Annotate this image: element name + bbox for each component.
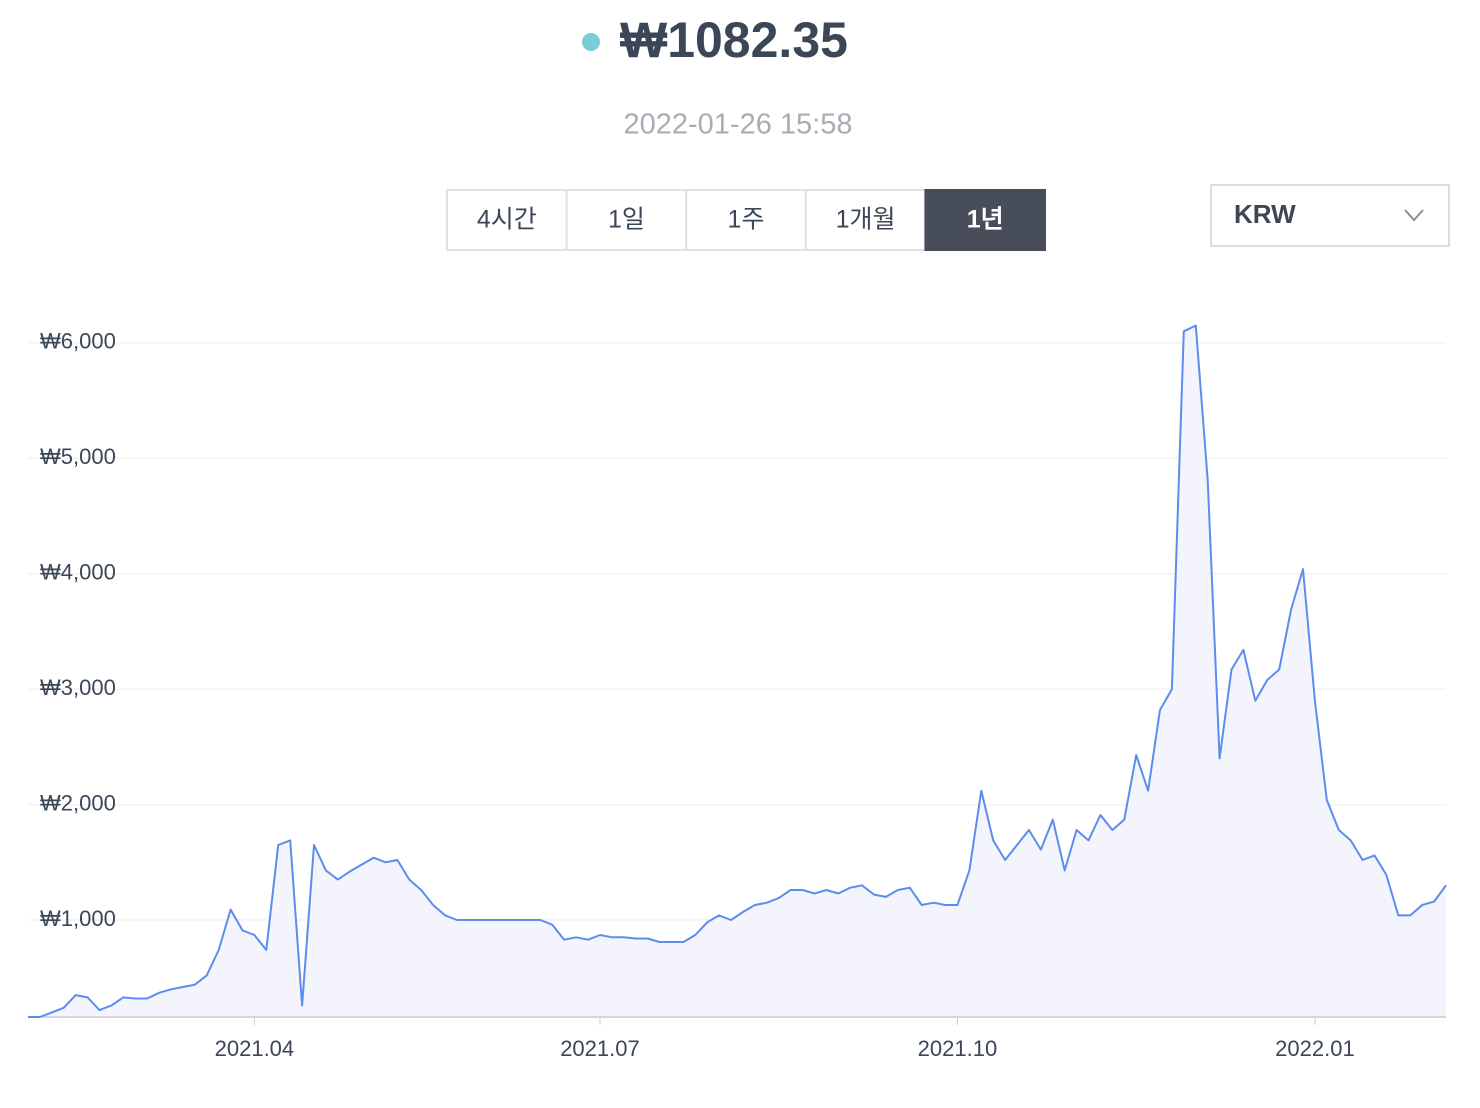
x-tick-label: 2021.04 [215,1036,295,1061]
timestamp: 2022-01-26 15:58 [624,109,853,141]
area [28,325,1446,1017]
tab-button[interactable] [924,189,1047,251]
tab-button[interactable] [446,189,568,251]
tab-label: 1주 [728,206,765,234]
tab-group: 4시간 1일 1주 1개월 1년 [446,189,1047,251]
tab-label: 1년 [967,206,1004,234]
x-tick-label: 2022.01 [1275,1036,1355,1061]
plot: ₩1,000 ₩2,000 ₩3,000 ₩4,000 ₩5,000 ₩6,000 2021… [28,324,1447,1061]
currency-label: KRW [1234,199,1296,229]
y-tick-label: ₩3,000 [40,675,116,700]
y-tick-label: ₩1,000 [40,906,116,931]
tab-button[interactable] [685,189,807,251]
x-tick-label: 2021.10 [918,1036,998,1061]
tab-button[interactable] [565,189,688,251]
price: ₩1082.35 [620,12,848,68]
tab-label: 1개월 [836,206,896,234]
x-tick-label: 2021.07 [560,1036,640,1061]
tab-label: 1일 [608,206,645,234]
price-line [28,324,1447,1018]
dropdown-arrow [1404,209,1424,222]
y-tick-label: ₩6,000 [40,329,116,354]
tab-label: 4시간 [477,206,537,234]
y-tick-label: ₩5,000 [40,444,116,469]
y-tick-label: ₩2,000 [40,790,116,815]
status-dot [582,33,600,51]
y-tick-label: ₩4,000 [40,560,116,585]
